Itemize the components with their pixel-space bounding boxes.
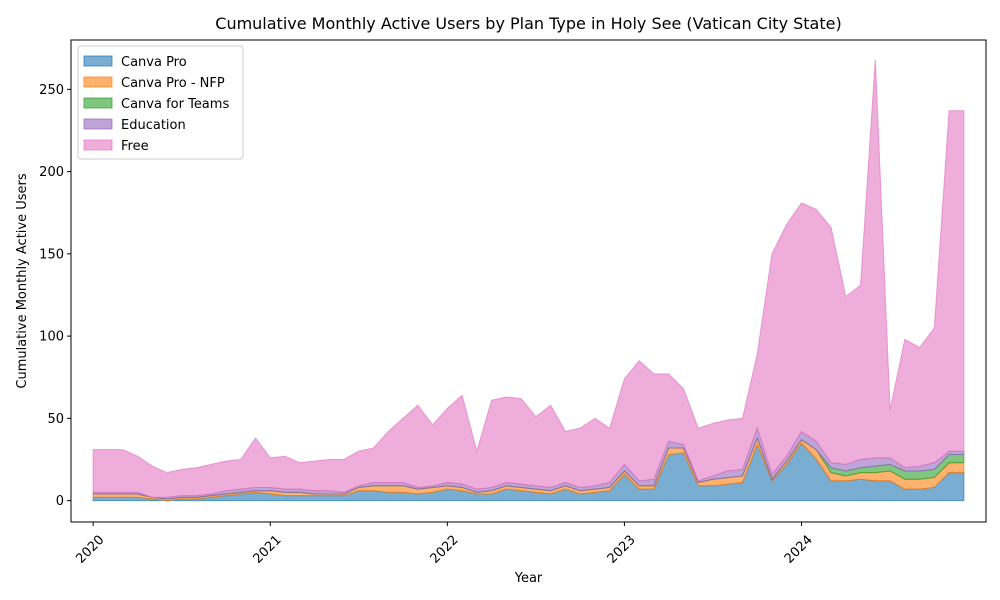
x-tick-label: 2024 [782, 533, 816, 567]
chart-axes [70, 39, 987, 523]
area-series-free [92, 59, 965, 498]
x-tick-label: 2021 [250, 533, 284, 567]
legend-swatch [83, 139, 113, 151]
chart-title: Cumulative Monthly Active Users by Plan … [215, 14, 841, 33]
legend-swatch [83, 118, 113, 130]
legend: Canva Pro Canva Pro - NFP Canva for Teams E… [77, 45, 244, 160]
legend-label: Canva Pro - NFP [121, 76, 225, 91]
plot-frame [70, 39, 987, 523]
legend-label: Canva Pro [121, 55, 187, 70]
x-tick-label: 2023 [605, 533, 639, 567]
chart-areas [92, 59, 965, 502]
legend-swatch [83, 76, 113, 88]
x-tick-label: 2022 [428, 533, 462, 567]
legend-swatch [83, 55, 113, 67]
y-tick-label: 50 [47, 412, 64, 427]
legend-swatch [83, 97, 113, 109]
y-tick-label: 100 [39, 330, 64, 345]
legend-box [77, 45, 244, 160]
y-tick-label: 200 [39, 165, 64, 180]
y-tick-label: 250 [39, 83, 64, 98]
legend-label: Free [121, 139, 149, 154]
y-axis-title: Cumulative Monthly Active Users [15, 173, 30, 388]
y-tick-label: 150 [39, 247, 64, 262]
x-axis-title: Year [514, 571, 543, 586]
x-tick-label: 2020 [73, 533, 107, 567]
x-axis-ticks: 2020 2021 2022 2023 2024 [73, 522, 816, 567]
legend-label: Canva for Teams [121, 97, 229, 112]
y-tick-label: 0 [56, 494, 64, 509]
y-axis-ticks: 0 50 100 150 200 250 [39, 83, 71, 509]
legend-label: Education [121, 118, 186, 133]
